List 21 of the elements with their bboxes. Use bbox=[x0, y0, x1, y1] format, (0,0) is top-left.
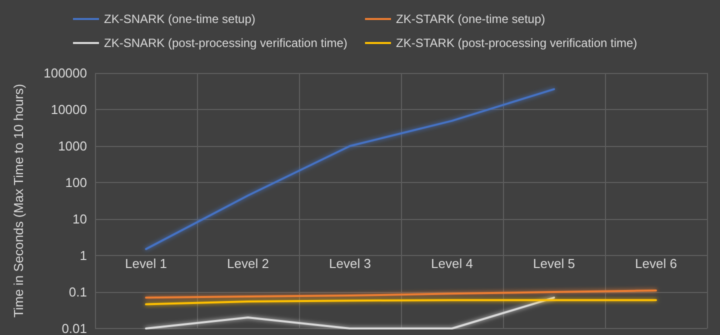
legend-label: ZK-SNARK (post-processing verification time) bbox=[104, 36, 348, 50]
x-tick-label: Level 1 bbox=[125, 256, 167, 272]
y-tick-label: 1000 bbox=[58, 138, 87, 154]
y-tick-label: 1 bbox=[80, 248, 87, 263]
x-tick-label: Level 2 bbox=[227, 256, 269, 272]
legend-label: ZK-SNARK (one-time setup) bbox=[104, 12, 256, 26]
line-series bbox=[145, 289, 657, 299]
x-tick-label: Level 3 bbox=[329, 256, 371, 272]
y-tick-label: 100000 bbox=[44, 66, 87, 80]
legend-label: ZK-STARK (one-time setup) bbox=[396, 12, 546, 26]
line-series bbox=[145, 88, 555, 250]
legend-label: ZK-STARK (post-processing verification time) bbox=[396, 36, 638, 50]
x-tick-label: Level 5 bbox=[533, 256, 575, 272]
y-tick-label: 10 bbox=[72, 212, 87, 226]
y-tick-label: 100 bbox=[65, 175, 87, 190]
y-axis-title: Time in Seconds (Max Time to 10 hours) bbox=[11, 84, 26, 318]
x-tick-label: Level 4 bbox=[431, 256, 473, 272]
x-tick-label: Level 6 bbox=[635, 256, 677, 272]
y-tick-label: 10000 bbox=[50, 102, 87, 117]
y-tick-label: 0.1 bbox=[68, 284, 87, 300]
y-tick-label: 0.01 bbox=[62, 321, 87, 335]
